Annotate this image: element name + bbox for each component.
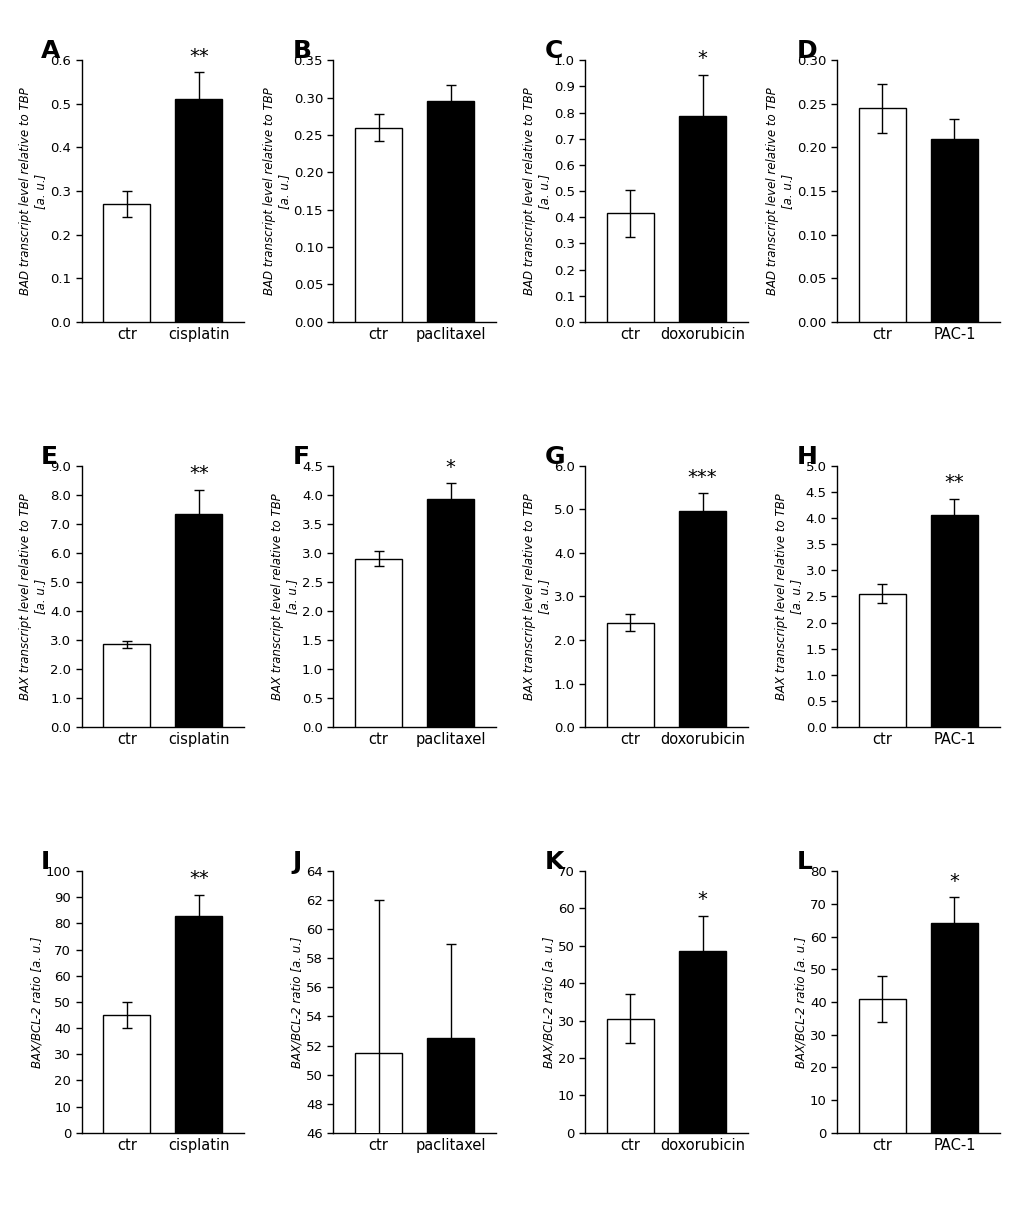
Bar — [355, 1053, 401, 1205]
Text: **: ** — [189, 464, 209, 483]
Bar — [103, 204, 150, 322]
Y-axis label: BAD transcript level relative to TBP
[a. u.]: BAD transcript level relative to TBP [a.… — [765, 87, 794, 295]
Text: I: I — [41, 851, 50, 874]
Text: ***: *** — [687, 468, 716, 487]
Text: **: ** — [189, 47, 209, 66]
Text: J: J — [292, 851, 302, 874]
Y-axis label: BAD transcript level relative to TBP
[a. u.]: BAD transcript level relative to TBP [a.… — [523, 87, 550, 295]
Text: A: A — [41, 40, 60, 64]
Y-axis label: BAX/BCL-2 ratio [a. u.]: BAX/BCL-2 ratio [a. u.] — [31, 936, 43, 1068]
Bar — [175, 100, 222, 322]
Bar — [606, 623, 653, 728]
Bar — [858, 108, 905, 322]
Bar — [679, 511, 726, 728]
Y-axis label: BAX/BCL-2 ratio [a. u.]: BAX/BCL-2 ratio [a. u.] — [793, 936, 806, 1068]
Text: *: * — [949, 871, 959, 890]
Text: B: B — [292, 40, 312, 64]
Bar — [175, 513, 222, 728]
Bar — [355, 559, 401, 728]
Y-axis label: BAX/BCL-2 ratio [a. u.]: BAX/BCL-2 ratio [a. u.] — [290, 936, 303, 1068]
Text: F: F — [292, 445, 310, 469]
Text: *: * — [697, 890, 707, 910]
Bar — [606, 1018, 653, 1133]
Bar — [930, 139, 977, 322]
Y-axis label: BAX/BCL-2 ratio [a. u.]: BAX/BCL-2 ratio [a. u.] — [542, 936, 554, 1068]
Y-axis label: BAX transcript level relative to TBP
[a. u.]: BAX transcript level relative to TBP [a.… — [523, 493, 550, 700]
Y-axis label: BAX transcript level relative to TBP
[a. u.]: BAX transcript level relative to TBP [a.… — [271, 493, 299, 700]
Y-axis label: BAX transcript level relative to TBP
[a. u.]: BAX transcript level relative to TBP [a.… — [19, 493, 47, 700]
Y-axis label: BAD transcript level relative to TBP
[a. u.]: BAD transcript level relative to TBP [a.… — [263, 87, 290, 295]
Y-axis label: BAD transcript level relative to TBP
[a. u.]: BAD transcript level relative to TBP [a.… — [19, 87, 47, 295]
Text: D: D — [796, 40, 816, 64]
Text: **: ** — [189, 869, 209, 888]
Bar — [103, 1015, 150, 1133]
Bar — [427, 101, 474, 322]
Text: *: * — [697, 49, 707, 69]
Bar — [103, 645, 150, 728]
Bar — [175, 916, 222, 1133]
Text: *: * — [445, 458, 455, 477]
Bar — [679, 117, 726, 322]
Bar — [930, 516, 977, 728]
Y-axis label: BAX transcript level relative to TBP
[a. u.]: BAX transcript level relative to TBP [a.… — [774, 493, 802, 700]
Bar — [427, 1039, 474, 1205]
Bar — [355, 128, 401, 322]
Text: K: K — [544, 851, 564, 874]
Text: C: C — [544, 40, 562, 64]
Bar — [679, 952, 726, 1133]
Text: **: ** — [944, 474, 963, 492]
Text: G: G — [544, 445, 565, 469]
Bar — [606, 213, 653, 322]
Text: E: E — [41, 445, 58, 469]
Text: H: H — [796, 445, 816, 469]
Bar — [427, 499, 474, 728]
Text: L: L — [796, 851, 811, 874]
Bar — [930, 923, 977, 1133]
Bar — [858, 999, 905, 1133]
Bar — [858, 594, 905, 728]
